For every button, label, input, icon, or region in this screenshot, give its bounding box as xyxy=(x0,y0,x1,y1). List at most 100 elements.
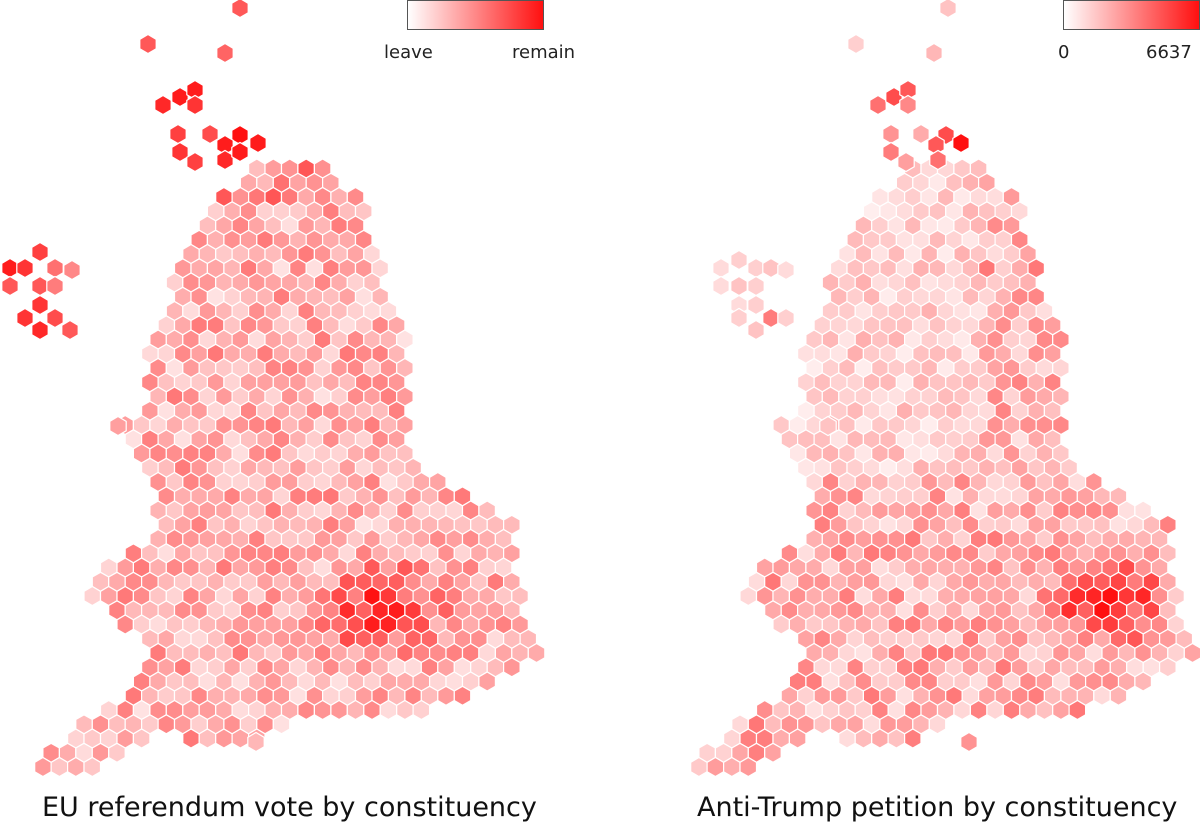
constituency-hex xyxy=(83,756,102,778)
anti-trump-color-legend-bar xyxy=(1063,0,1200,30)
constituency-hex xyxy=(762,307,780,329)
constituency-hex xyxy=(116,614,134,635)
constituency-hex xyxy=(186,151,204,173)
constituency-hex xyxy=(882,123,900,145)
constituency-hex xyxy=(706,756,725,778)
constituency-hex xyxy=(1093,685,1111,706)
constituency-hex xyxy=(108,742,126,763)
constituency-hex xyxy=(249,132,267,154)
constituency-hex xyxy=(231,124,249,146)
constituency-hex xyxy=(1002,699,1021,721)
constituency-hex xyxy=(297,699,315,721)
constituency-hex xyxy=(46,257,64,279)
constituency-hex xyxy=(772,614,790,635)
anti-trump-hex-map xyxy=(690,0,1200,778)
constituency-hex xyxy=(67,756,85,778)
constituency-hex xyxy=(986,699,1004,721)
anti-trump-map-panel: 0 6637 Anti-Trump petition by constituen… xyxy=(600,0,1200,829)
legend-low-label: leave xyxy=(384,42,433,63)
constituency-hex xyxy=(201,123,219,145)
constituency-hex xyxy=(764,742,782,763)
constituency-hex xyxy=(723,756,741,778)
constituency-hex xyxy=(1183,642,1200,664)
constituency-hex xyxy=(154,94,172,116)
constituency-hex xyxy=(31,241,49,263)
constituency-hex xyxy=(730,275,748,297)
constituency-hex xyxy=(739,756,758,778)
constituency-hex xyxy=(712,257,730,279)
constituency-hex xyxy=(1019,699,1037,721)
constituency-hex xyxy=(171,141,189,163)
constituency-hex xyxy=(34,756,52,778)
constituency-hex xyxy=(847,33,865,55)
constituency-hex xyxy=(869,94,887,116)
constituency-hex xyxy=(788,728,807,749)
constituency-hex xyxy=(46,275,64,297)
constituency-hex xyxy=(139,33,157,55)
constituency-hex xyxy=(16,257,34,279)
constituency-hex xyxy=(169,123,187,145)
constituency-hex xyxy=(747,319,765,341)
constituency-hex xyxy=(503,657,521,678)
constituency-hex xyxy=(186,94,204,116)
constituency-hex xyxy=(953,699,971,721)
constituency-hex xyxy=(747,294,765,316)
constituency-hex xyxy=(1,275,19,297)
eu-referendum-hex-map xyxy=(1,0,546,778)
constituency-hex xyxy=(396,699,414,721)
constituency-hex xyxy=(777,307,795,329)
constituency-hex xyxy=(363,699,381,721)
constituency-hex xyxy=(960,731,978,753)
constituency-hex xyxy=(712,275,730,297)
constituency-hex xyxy=(819,415,837,437)
constituency-hex xyxy=(730,307,748,329)
eu-referendum-color-legend-bar xyxy=(407,0,544,30)
constituency-hex xyxy=(838,728,856,749)
constituency-hex xyxy=(813,714,832,735)
constituency-hex xyxy=(939,0,957,19)
constituency-hex xyxy=(231,141,249,163)
legend-high-label: 6637 xyxy=(1146,42,1192,63)
constituency-hex xyxy=(1134,671,1152,692)
constituency-hex xyxy=(882,141,900,163)
constituency-hex xyxy=(1,257,19,279)
constituency-hex xyxy=(63,259,81,281)
constituency-hex xyxy=(928,714,947,735)
constituency-hex xyxy=(330,699,348,721)
constituency-hex xyxy=(1109,685,1128,706)
constituency-hex xyxy=(412,699,431,721)
constituency-hex xyxy=(198,728,217,749)
constituency-hex xyxy=(854,728,873,749)
constituency-hex xyxy=(379,699,398,721)
constituency-hex xyxy=(777,259,795,281)
constituency-hex xyxy=(762,257,780,279)
constituency-hex xyxy=(272,714,291,735)
legend-high-label: remain xyxy=(512,42,576,63)
constituency-hex xyxy=(478,671,496,692)
anti-trump-map-title: Anti-Trump petition by constituency xyxy=(697,792,1178,823)
constituency-hex xyxy=(929,149,947,171)
legend-low-label: 0 xyxy=(1058,42,1070,63)
constituency-hex xyxy=(952,132,970,154)
constituency-hex xyxy=(31,275,49,297)
constituency-hex xyxy=(730,249,748,271)
constituency-hex xyxy=(887,728,906,749)
constituency-hex xyxy=(46,307,64,329)
constituency-hex xyxy=(109,415,127,437)
constituency-hex xyxy=(897,151,915,173)
eu-referendum-map-title: EU referendum vote by constituency xyxy=(42,792,537,823)
constituency-hex xyxy=(1035,699,1054,721)
constituency-hex xyxy=(61,319,79,341)
constituency-hex xyxy=(527,642,546,664)
constituency-hex xyxy=(1068,699,1087,721)
constituency-hex xyxy=(739,585,758,607)
constituency-hex xyxy=(231,0,249,19)
constituency-hex xyxy=(1159,657,1177,678)
constituency-hex xyxy=(437,685,455,706)
constituency-hex xyxy=(747,275,765,297)
constituency-hex xyxy=(690,756,708,778)
constituency-hex xyxy=(216,42,234,64)
constituency-hex xyxy=(927,134,945,156)
constituency-hex xyxy=(182,728,200,749)
constituency-hex xyxy=(904,728,922,749)
